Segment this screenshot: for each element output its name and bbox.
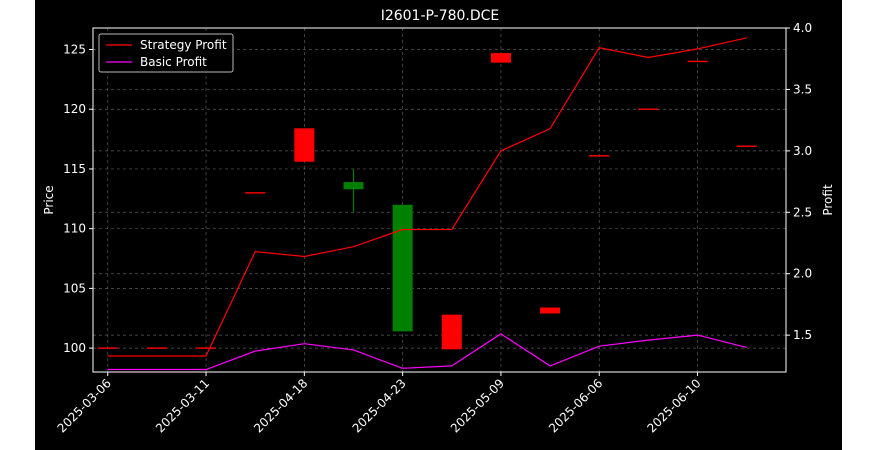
- x-tick-label: 2025-03-06: [55, 376, 114, 435]
- x-tick-label: 2025-05-09: [448, 376, 507, 435]
- y-tick-label-right: 4.0: [793, 21, 812, 35]
- candles-group: [97, 53, 757, 350]
- candle: [392, 204, 413, 332]
- candle-body: [196, 347, 217, 349]
- chart-title: I2601-P-780.DCE: [381, 8, 500, 24]
- axes-frame: [92, 27, 787, 373]
- legend-box: [98, 33, 234, 73]
- legend-label: Basic Profit: [140, 55, 207, 69]
- candle: [97, 347, 118, 349]
- candle-body: [97, 347, 118, 349]
- candle-body: [441, 314, 462, 350]
- x-tick-label: 2025-06-06: [546, 376, 605, 435]
- chart-svg: I2601-P-780.DCE Price Profit 100 105 110 11…: [42, 8, 835, 435]
- chart-figure: I2601-P-780.DCE Price Profit 100 105 110 11…: [35, 0, 842, 450]
- y-tick-label-left: 125: [63, 43, 86, 57]
- candle: [146, 347, 167, 349]
- y-tick-label-left: 120: [63, 102, 86, 116]
- x-tick-label: 2025-06-10: [644, 376, 703, 435]
- candle-body: [392, 204, 413, 332]
- candle: [736, 145, 757, 147]
- candle: [490, 53, 511, 63]
- y-tick-label-right: 1.5: [793, 328, 812, 342]
- candle: [441, 314, 462, 350]
- y-tick-label-left: 100: [63, 341, 86, 355]
- candle: [638, 108, 659, 110]
- candle: [294, 128, 315, 162]
- candle-body: [146, 347, 167, 349]
- y-axis-label-left: Price: [42, 185, 56, 214]
- legend-label: Strategy Profit: [140, 38, 227, 52]
- candle-body: [687, 60, 708, 63]
- candle-body: [540, 307, 561, 314]
- x-tick-label: 2025-03-11: [153, 376, 212, 435]
- y-tick-label-right: 3.0: [793, 144, 812, 158]
- candle-body: [638, 108, 659, 110]
- y-tick-label-left: 105: [63, 281, 86, 295]
- y-tick-label-left: 115: [63, 162, 86, 176]
- candle-body: [294, 128, 315, 162]
- candle: [589, 155, 610, 157]
- candle-body: [736, 145, 757, 147]
- series-line-basic-profit: [107, 333, 747, 371]
- grid-lines: [93, 27, 786, 372]
- candle-body: [245, 192, 266, 194]
- candle-body: [490, 53, 511, 63]
- y-tick-label-left: 110: [63, 222, 86, 236]
- y-tick-label-right: 3.5: [793, 82, 812, 96]
- x-tick-label: 2025-04-18: [251, 376, 310, 435]
- legend: Strategy Profit Basic Profit: [98, 33, 234, 73]
- candle: [687, 60, 708, 63]
- candle: [540, 307, 561, 314]
- candle: [343, 168, 364, 212]
- series-line-strategy-profit: [107, 37, 747, 357]
- candle-body: [343, 182, 364, 190]
- y-tick-label-right: 2.5: [793, 205, 812, 219]
- candle: [245, 192, 266, 194]
- candle: [196, 347, 217, 349]
- candle-body: [589, 155, 610, 157]
- axis-ticks: 100 105 110 115 120 125 1.5 2.0 2.5 3.0 3.5 4.0 2025…: [55, 21, 812, 435]
- y-tick-label-right: 2.0: [793, 267, 812, 281]
- plot-frame: [92, 27, 787, 373]
- x-tick-label: 2025-04-23: [350, 376, 409, 435]
- y-axis-label-right: Profit: [821, 184, 835, 216]
- profit-lines: [107, 37, 747, 371]
